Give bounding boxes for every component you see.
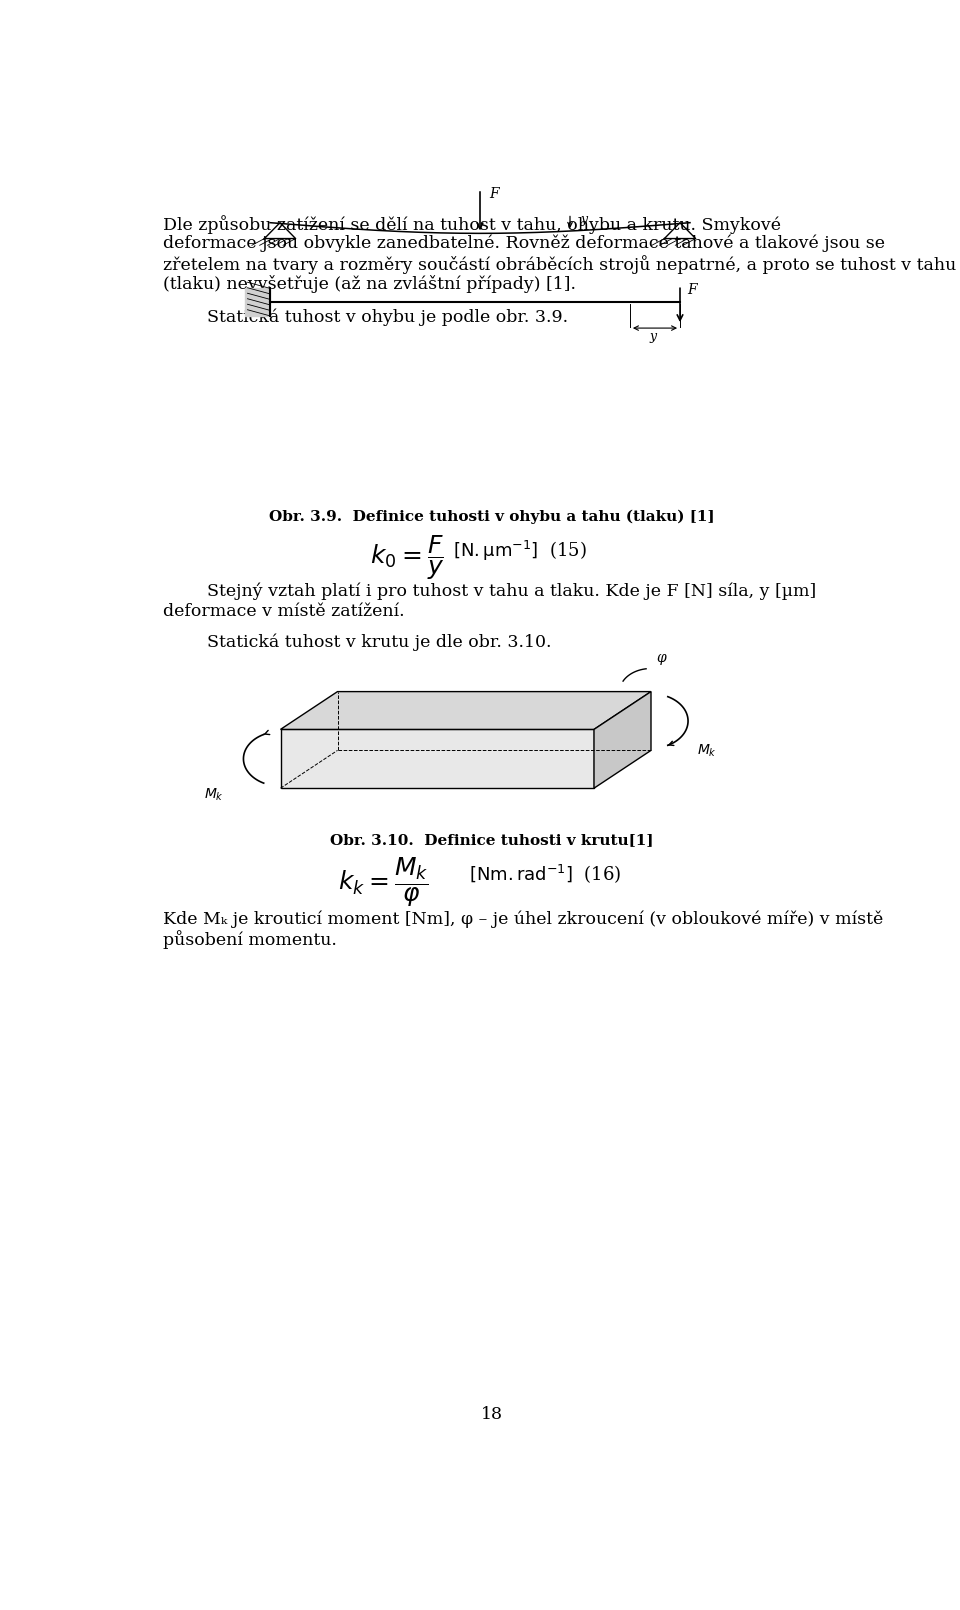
Polygon shape <box>280 729 594 789</box>
Text: $M_k$: $M_k$ <box>697 742 716 758</box>
Text: y: y <box>649 330 656 343</box>
Text: Obr. 3.9.  Definice tuhosti v ohybu a tahu (tlaku) [1]: Obr. 3.9. Definice tuhosti v ohybu a tah… <box>269 510 715 525</box>
Text: zřetelem na tvary a rozměry součástí obráběcích strojů nepatrné, a proto se tuho: zřetelem na tvary a rozměry součástí obr… <box>162 254 956 274</box>
Text: Stejný vztah platí i pro tuhost v tahu a tlaku. Kde je F [N] síla, y [µm]: Stejný vztah platí i pro tuhost v tahu a… <box>162 583 816 601</box>
Text: působení momentu.: působení momentu. <box>162 931 337 948</box>
Polygon shape <box>280 692 651 729</box>
Text: Dle způsobu zatížení se dělí na tuhost v tahu, ohybu a krutu. Smykové: Dle způsobu zatížení se dělí na tuhost v… <box>162 214 780 233</box>
Text: $k_0 = \dfrac{F}{y}$: $k_0 = \dfrac{F}{y}$ <box>370 533 444 581</box>
Text: (tlaku) nevyšetřuje (až na zvláštní případy) [1].: (tlaku) nevyšetřuje (až na zvláštní příp… <box>162 275 576 293</box>
Text: deformace jsou obvykle zanedbatelné. Rovněž deformace tahové a tlakové jsou se: deformace jsou obvykle zanedbatelné. Rov… <box>162 235 884 253</box>
Text: $M_k$: $M_k$ <box>204 787 224 803</box>
Text: $k_k = \dfrac{M_k}{\varphi}$: $k_k = \dfrac{M_k}{\varphi}$ <box>338 857 429 910</box>
Text: $\mathrm{[N.\mu m^{-1}]}$  (15): $\mathrm{[N.\mu m^{-1}]}$ (15) <box>453 539 588 564</box>
Text: F: F <box>489 187 498 201</box>
Text: φ: φ <box>657 650 666 665</box>
Text: 18: 18 <box>481 1406 503 1423</box>
Text: Statická tuhost v ohybu je podle obr. 3.9.: Statická tuhost v ohybu je podle obr. 3.… <box>162 309 567 327</box>
Polygon shape <box>594 692 651 789</box>
Text: F: F <box>687 283 697 298</box>
Text: Obr. 3.10.  Definice tuhosti v krutu[1]: Obr. 3.10. Definice tuhosti v krutu[1] <box>330 832 654 847</box>
Text: deformace v místě zatížení.: deformace v místě zatížení. <box>162 602 404 620</box>
Text: $\mathrm{[Nm.rad^{-1}]}$  (16): $\mathrm{[Nm.rad^{-1}]}$ (16) <box>468 863 621 886</box>
Text: Statická tuhost v krutu je dle obr. 3.10.: Statická tuhost v krutu je dle obr. 3.10… <box>162 634 551 650</box>
Text: y: y <box>580 213 588 225</box>
Text: Kde Mₖ je krouticí moment [Nm], φ – je úhel zkroucení (v obloukové míře) v místě: Kde Mₖ je krouticí moment [Nm], φ – je ú… <box>162 910 883 927</box>
